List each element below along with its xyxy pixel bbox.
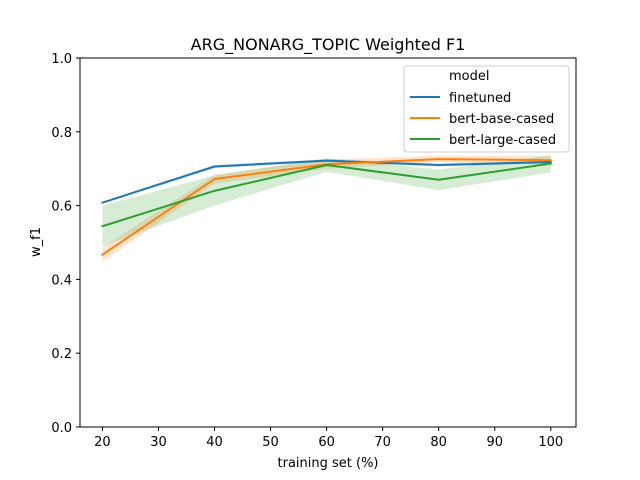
x-axis: 20 30 40 50 60 70 80 90 100 xyxy=(94,427,563,450)
y-tick-label: 0.2 xyxy=(51,347,72,362)
x-tick-label: 100 xyxy=(538,435,563,450)
x-tick-label: 20 xyxy=(94,435,111,450)
x-tick-label: 70 xyxy=(374,435,391,450)
legend-box xyxy=(403,65,570,153)
x-tick-label: 30 xyxy=(150,435,167,450)
legend: model finetuned bert-base-cased bert-large… xyxy=(403,65,570,153)
x-tick-label: 60 xyxy=(318,435,335,450)
series-line-finetuned xyxy=(101,159,552,204)
ci-band-bert-base-cased xyxy=(102,155,551,263)
y-axis-label: w_f1 xyxy=(29,227,44,257)
y-tick-label: 1.0 xyxy=(51,52,72,67)
series-lines xyxy=(101,158,552,257)
ci-band-bert-large-cased xyxy=(102,155,551,247)
x-tick-label: 50 xyxy=(262,435,279,450)
x-tick-label: 40 xyxy=(206,435,223,450)
legend-label-finetuned: finetuned xyxy=(449,91,511,106)
y-axis: 0.0 0.2 0.4 0.6 0.8 1.0 xyxy=(51,52,80,436)
y-tick-label: 0.8 xyxy=(51,126,72,141)
y-tick-label: 0.4 xyxy=(51,273,72,288)
x-tick-label: 80 xyxy=(430,435,447,450)
x-axis-label: training set (%) xyxy=(278,456,379,471)
plot-frame xyxy=(79,57,577,428)
y-tick-label: 0.0 xyxy=(51,421,72,436)
legend-label-bert-large-cased: bert-large-cased xyxy=(449,133,556,148)
legend-title: model xyxy=(449,69,489,84)
series-line-bert-large-cased xyxy=(101,162,552,228)
y-tick-label: 0.6 xyxy=(51,200,72,215)
legend-label-bert-base-cased: bert-base-cased xyxy=(449,112,554,127)
chart-title: ARG_NONARG_TOPIC Weighted F1 xyxy=(191,35,466,55)
x-tick-label: 90 xyxy=(486,435,503,450)
